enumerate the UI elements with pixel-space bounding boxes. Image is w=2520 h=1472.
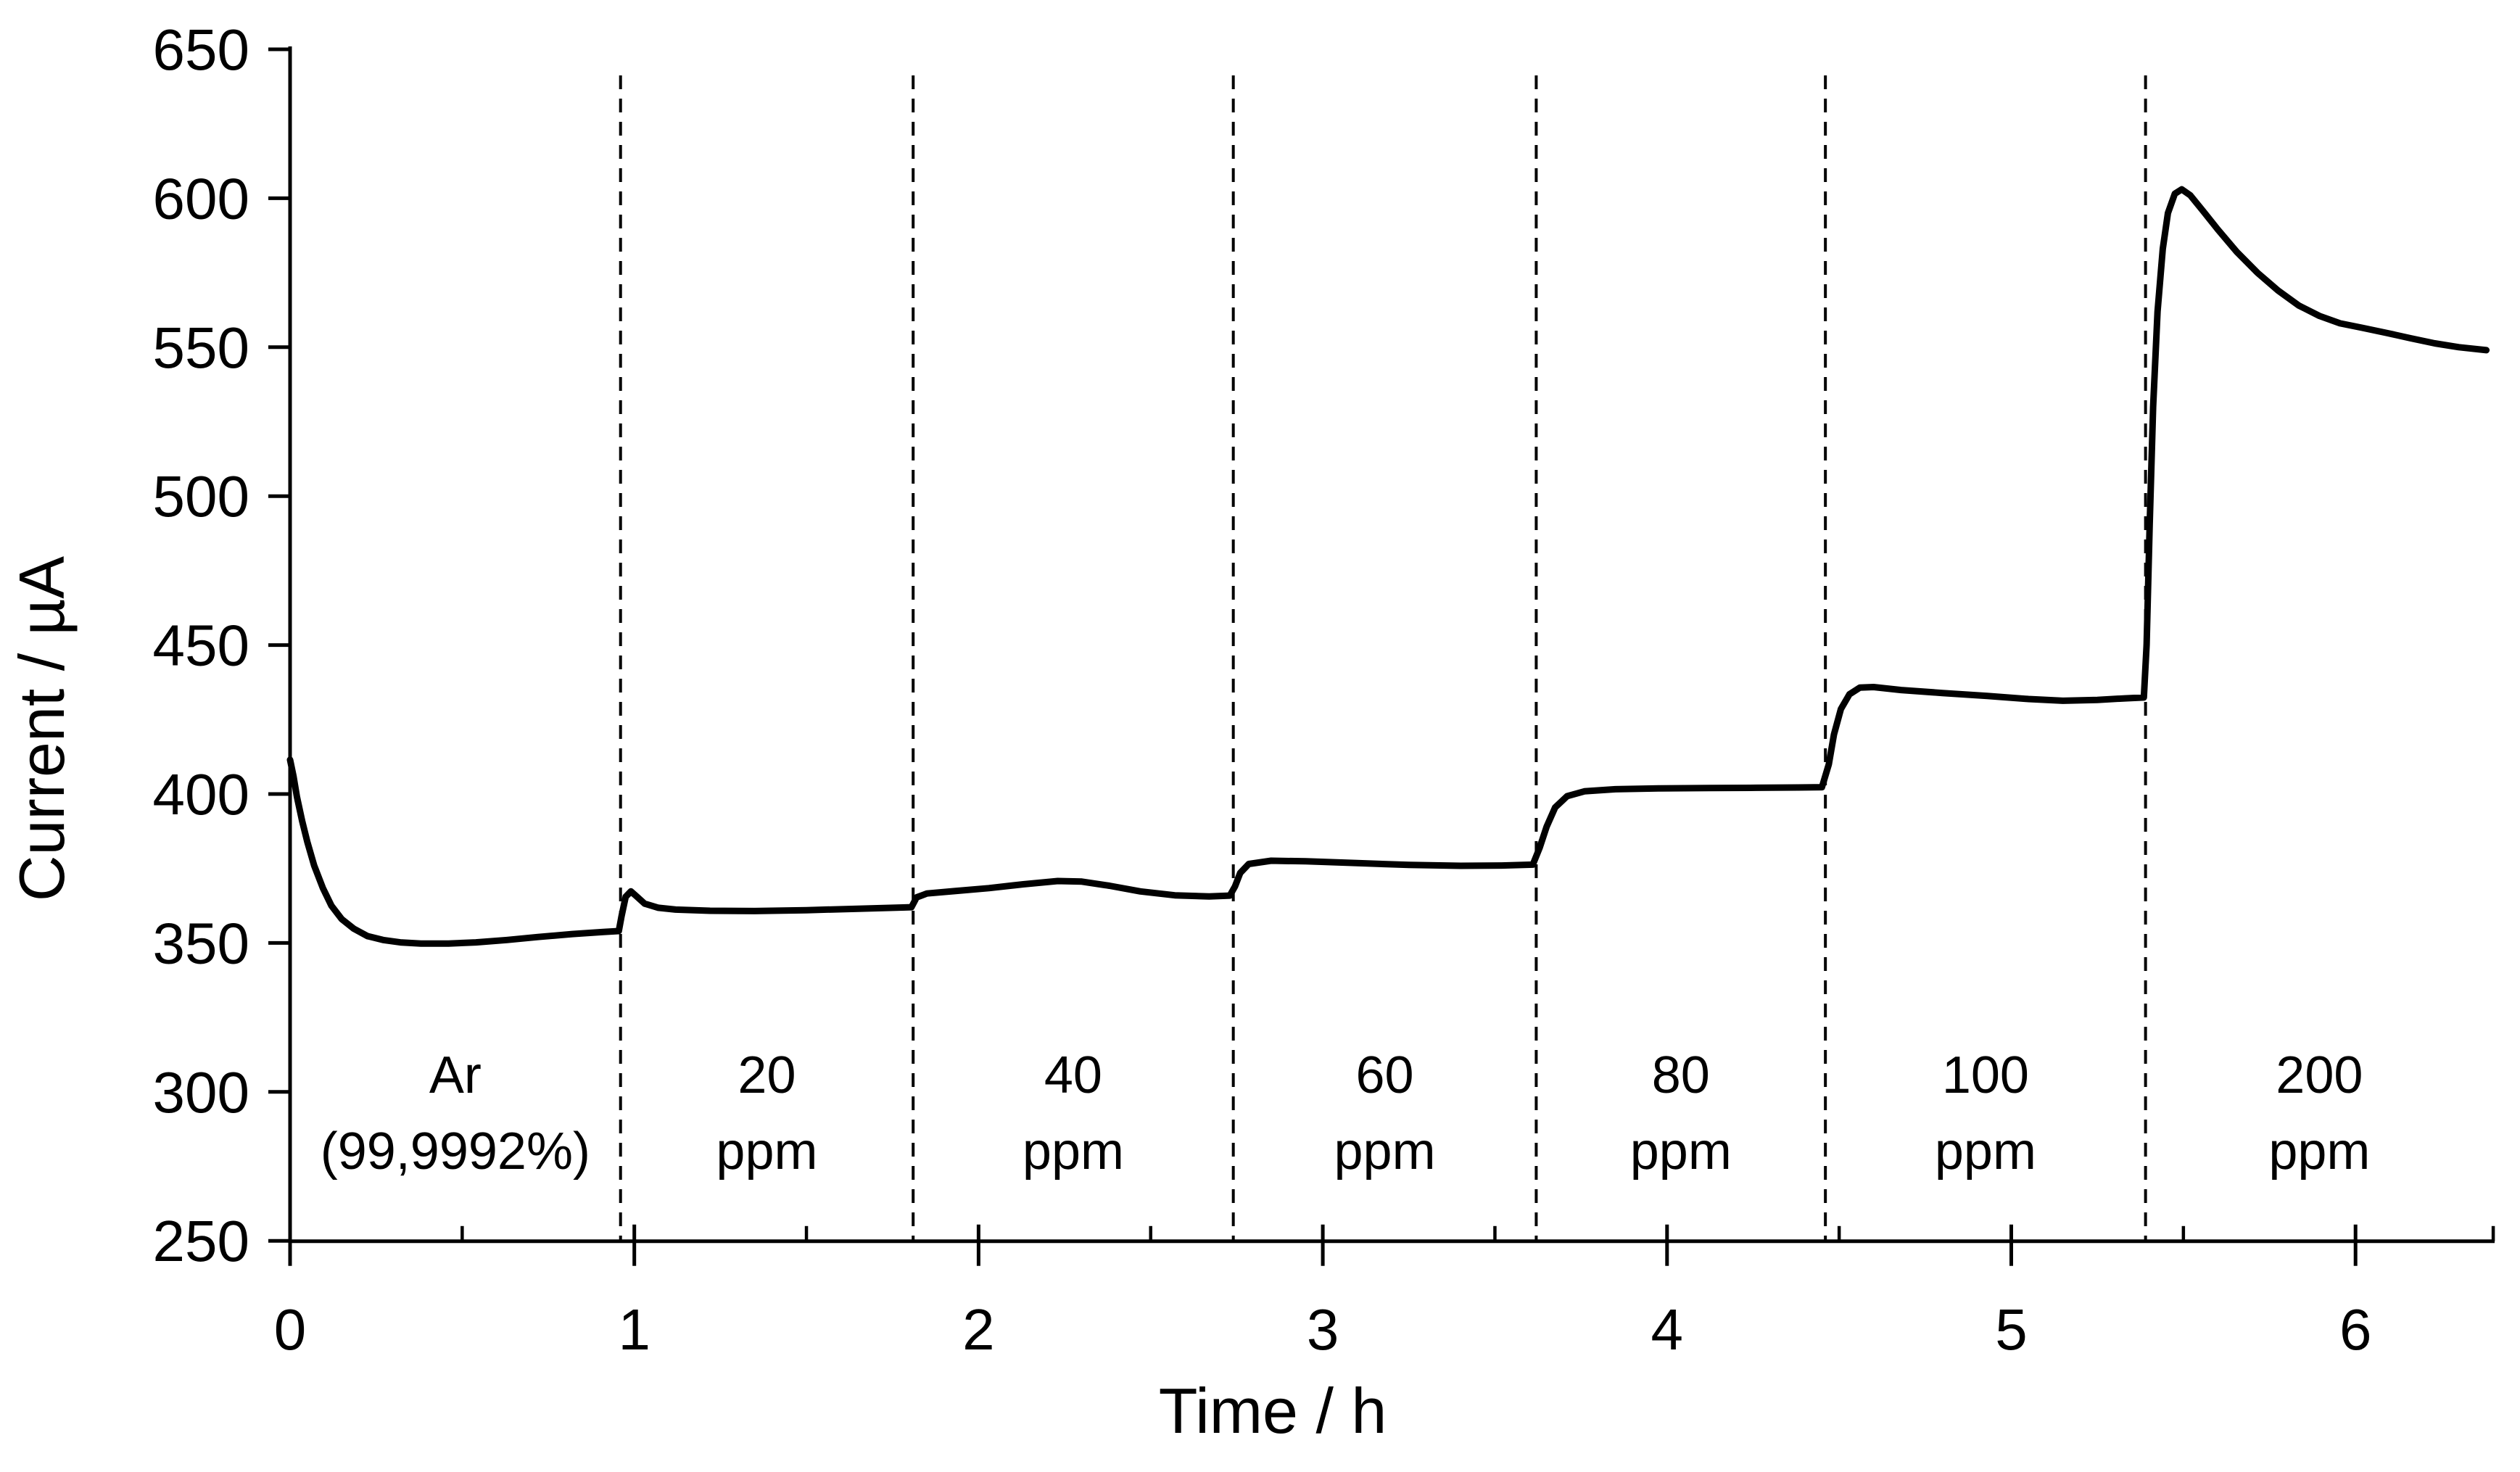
y-tick-label: 450 [153, 613, 249, 678]
region-label-line2: ppm [716, 1122, 817, 1181]
region-label-line2: (99,9992%) [321, 1122, 590, 1181]
y-tick-label: 400 [153, 762, 249, 827]
region-label-line2: ppm [1630, 1122, 1732, 1181]
y-tick-label: 500 [153, 464, 249, 529]
region-label-line2: ppm [1023, 1122, 1124, 1181]
x-tick-label: 0 [274, 1297, 307, 1362]
y-tick-label: 300 [153, 1060, 249, 1125]
x-tick-label: 5 [1995, 1297, 2028, 1362]
region-label-line2: ppm [1935, 1122, 2036, 1181]
y-axis-title: Current / µA [6, 556, 78, 901]
region-label-line1: Ar [429, 1046, 482, 1104]
region-label-line1: 200 [2276, 1046, 2363, 1104]
y-tick-label: 350 [153, 911, 249, 975]
region-label-line1: 100 [1942, 1046, 2029, 1104]
region-label-line1: 20 [738, 1046, 796, 1104]
region-label-line1: 60 [1355, 1046, 1413, 1104]
x-axis-title: Time / h [1159, 1375, 1387, 1447]
region-label-line2: ppm [1334, 1122, 1436, 1181]
y-tick-label: 600 [153, 166, 249, 231]
x-tick-label: 3 [1307, 1297, 1339, 1362]
region-label-line2: ppm [2268, 1122, 2370, 1181]
y-tick-label: 250 [153, 1209, 249, 1273]
current-curve [286, 186, 2490, 947]
x-tick-label: 1 [618, 1297, 650, 1362]
y-tick-label: 550 [153, 315, 249, 380]
region-label-line1: 40 [1044, 1046, 1102, 1104]
x-tick-label: 6 [2339, 1297, 2372, 1362]
x-tick-label: 2 [962, 1297, 995, 1362]
y-tick-label: 650 [153, 17, 249, 82]
x-tick-label: 4 [1651, 1297, 1684, 1362]
region-label-line1: 80 [1652, 1046, 1710, 1104]
